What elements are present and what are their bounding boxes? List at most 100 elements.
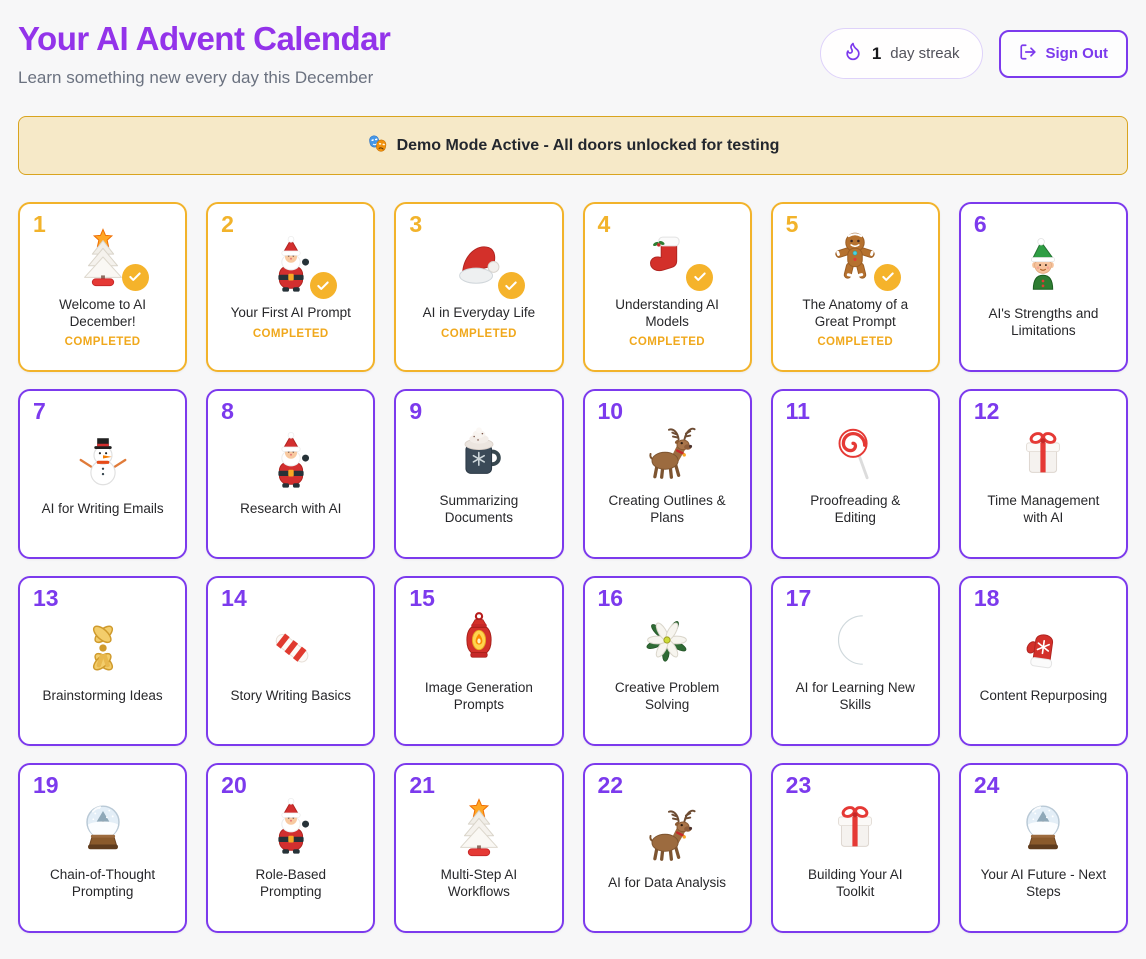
gift-icon [1012,422,1074,484]
door-card[interactable]: 10 Creating Outlines & Plans [582,389,752,559]
day-title: Role-Based Prompting [255,866,326,899]
door-card[interactable]: 3 AI in Everyday Life COMPLETED [394,202,564,372]
day-title: Summarizing Documents [439,492,519,525]
day-number: 21 [409,772,435,798]
day-number: 20 [221,772,247,798]
day-title: Welcome to AI December! [59,296,146,329]
day-status: COMPLETED [441,327,517,340]
door-card[interactable]: 14 Story Writing Basics [206,576,376,746]
lollipop-icon [824,422,886,484]
door-card[interactable]: 4 Understanding AI Models COMPLETED [582,202,752,372]
day-number: 12 [973,398,1000,424]
ribbon-bow-icon [72,617,134,679]
day-title: Your AI Future - Next Steps [980,866,1107,899]
door-card[interactable]: 18 Content Repurposing [958,576,1128,746]
door-card[interactable]: 20 Role-Based Prompting [206,763,376,933]
day-title: Story Writing Basics [230,688,351,704]
door-icon-wrap [72,617,134,679]
door-icon-wrap [636,804,698,866]
day-number: 14 [221,585,247,611]
logout-icon [1019,43,1037,65]
door-icon-wrap [72,796,134,858]
day-number: 8 [221,398,234,424]
demo-mode-banner: Demo Mode Active - All doors unlocked fo… [18,116,1128,175]
day-title: Your First AI Prompt [230,305,351,321]
day-title: Image Generation Prompts [424,679,533,712]
check-badge [497,272,525,300]
day-title: Time Management with AI [987,492,1100,525]
day-number: 19 [33,772,59,798]
door-card[interactable]: 2 Your First AI Prompt COMPLETED [206,202,376,372]
door-card[interactable]: 8 Research with AI [206,389,376,559]
christmas-tree-icon [448,796,510,858]
door-card[interactable]: 9 Summarizing Documents [394,389,564,559]
day-number: 1 [33,211,46,237]
day-title: Chain-of-Thought Prompting [50,866,156,899]
door-icon-wrap [448,422,510,484]
door-icon-wrap [260,430,322,492]
door-icon-wrap [824,422,886,484]
header: Your AI Advent Calendar Learn something … [18,14,1128,88]
day-status: COMPLETED [817,336,894,349]
door-card[interactable]: 13 Brainstorming Ideas [18,576,188,746]
calendar-grid: 1 Welcome to AI December! COMPLETED 2 Yo… [18,202,1128,933]
day-number: 4 [597,211,611,237]
day-status: COMPLETED [64,336,141,349]
door-icon-wrap [260,617,322,679]
crescent-moon-icon [824,609,886,671]
check-badge [309,272,337,300]
door-card[interactable]: 6 AI's Strengths and Limitations [958,202,1128,372]
day-number: 17 [785,585,812,611]
door-card[interactable]: 15 Image Generation Prompts [394,576,564,746]
door-card[interactable]: 19 Chain-of-Thought Prompting [18,763,188,933]
day-title: Multi-Step AI Workflows [440,866,518,899]
reindeer-icon [636,804,698,866]
door-card[interactable]: 22 AI for Data Analysis [582,763,752,933]
lantern-icon [448,609,510,671]
day-number: 7 [33,398,46,424]
day-number: 18 [973,585,1000,611]
streak-badge: 1 day streak [819,28,983,79]
door-icon-wrap [448,796,510,858]
day-number: 11 [785,398,810,424]
door-icon-wrap [72,226,149,291]
day-number: 24 [973,772,1000,798]
day-title: AI in Everyday Life [422,305,536,321]
day-title: Proofreading & Editing [810,492,901,525]
poinsettia-icon [636,609,698,671]
gift-icon [824,796,886,858]
door-card[interactable]: 11 Proofreading & Editing [770,389,940,559]
streak-label: day streak [890,45,960,62]
day-status: COMPLETED [629,336,705,349]
day-title: Brainstorming Ideas [42,688,163,704]
door-icon-wrap [1012,617,1074,679]
snowman-icon [72,430,134,492]
page-subtitle: Learn something new every day this Decem… [18,68,374,87]
door-card[interactable]: 21 Multi-Step AI Workflows [394,763,564,933]
door-card[interactable]: 17 AI for Learning New Skills [770,576,940,746]
flame-icon [843,41,863,66]
sign-out-button[interactable]: Sign Out [998,29,1128,78]
door-card[interactable]: 24 Your AI Future - Next Steps [958,763,1128,933]
cocoa-mug-icon [448,422,510,484]
door-icon-wrap [636,226,714,291]
day-number: 23 [785,772,812,798]
door-icon-wrap [1012,235,1074,297]
day-title: The Anatomy of a Great Prompt [802,296,909,329]
door-card[interactable]: 12 Time Management with AI [958,389,1128,559]
door-icon-wrap [72,430,134,492]
day-title: AI for Learning New Skills [795,679,915,712]
door-icon-wrap [824,226,902,291]
door-card[interactable]: 23 Building Your AI Toolkit [770,763,940,933]
demo-banner-text: Demo Mode Active - All doors unlocked fo… [396,136,780,154]
day-title: Creating Outlines & Plans [608,492,726,525]
day-number: 10 [597,398,624,424]
day-title: Content Repurposing [979,688,1108,704]
door-card[interactable]: 1 Welcome to AI December! COMPLETED [18,202,188,372]
door-card[interactable]: 5 The Anatomy of a Great Prompt COMPLETE… [770,202,940,372]
door-card[interactable]: 7 AI for Writing Emails [18,389,188,559]
header-titles: Your AI Advent Calendar Learn something … [18,14,391,88]
snow-globe-icon [72,796,134,858]
door-card[interactable]: 16 Creative Problem Solving [582,576,752,746]
streak-count: 1 [871,43,882,63]
